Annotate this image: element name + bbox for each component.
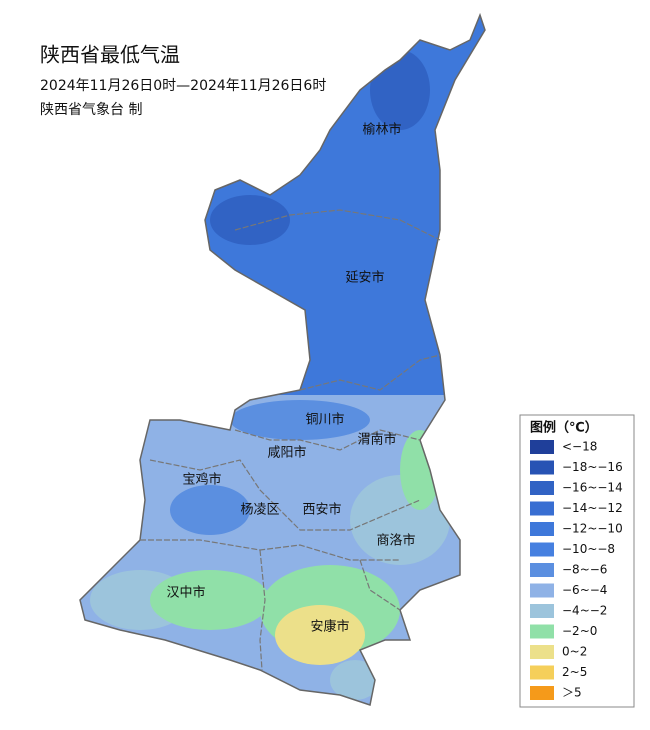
legend-label: −16~−14: [562, 481, 623, 495]
legend-swatch: [530, 583, 554, 598]
time-range: 2024年11月26日0时—2024年11月26日6时: [40, 78, 326, 94]
legend-label: ＞5: [562, 686, 582, 700]
legend-label: −2~0: [562, 624, 597, 638]
legend-swatch: [530, 542, 554, 557]
legend-label: −10~−8: [562, 542, 615, 556]
legend-swatch: [530, 563, 554, 577]
legend-label: −4~−2: [562, 604, 607, 618]
legend-box: [519, 414, 635, 708]
legend-swatch: [530, 624, 554, 639]
city-label: 延安市: [345, 270, 384, 286]
city-label: 榆林市: [362, 122, 401, 138]
city-label: 铜川市: [305, 412, 344, 428]
legend-label: 2~5: [562, 665, 587, 679]
legend-title: 图例（℃）: [530, 420, 598, 436]
legend-label: 0~2: [562, 645, 587, 659]
legend-label: −12~−10: [562, 522, 623, 536]
city-label: 咸阳市: [267, 445, 306, 461]
city-label: 杨凌区: [240, 503, 279, 518]
legend-swatch: [530, 665, 554, 680]
legend-swatch: [530, 440, 554, 454]
legend-swatch: [530, 645, 554, 659]
city-label: 安康市: [310, 619, 349, 635]
legend-swatch: [530, 604, 554, 618]
legend-label: −8~−6: [562, 563, 607, 577]
legend-swatch: [530, 460, 554, 475]
legend-swatch: [530, 686, 554, 700]
legend-swatch: [530, 501, 554, 516]
legend-label: −14~−12: [562, 501, 623, 515]
city-borders: [140, 209, 441, 671]
legend-label: −18~−16: [562, 460, 623, 474]
legend-label: <−18: [562, 440, 597, 454]
city-label: 汉中市: [166, 585, 205, 601]
legend-swatch: [530, 481, 554, 495]
issuer: 陕西省气象台 制: [40, 102, 142, 118]
city-label: 宝鸡市: [182, 472, 221, 488]
legend-swatch: [530, 522, 554, 536]
legend-label: −6~−4: [562, 583, 607, 597]
city-label: 渭南市: [357, 432, 396, 448]
city-label: 西安市: [302, 502, 341, 518]
map-title: 陕西省最低气温: [40, 43, 180, 67]
city-label: 商洛市: [376, 533, 415, 549]
